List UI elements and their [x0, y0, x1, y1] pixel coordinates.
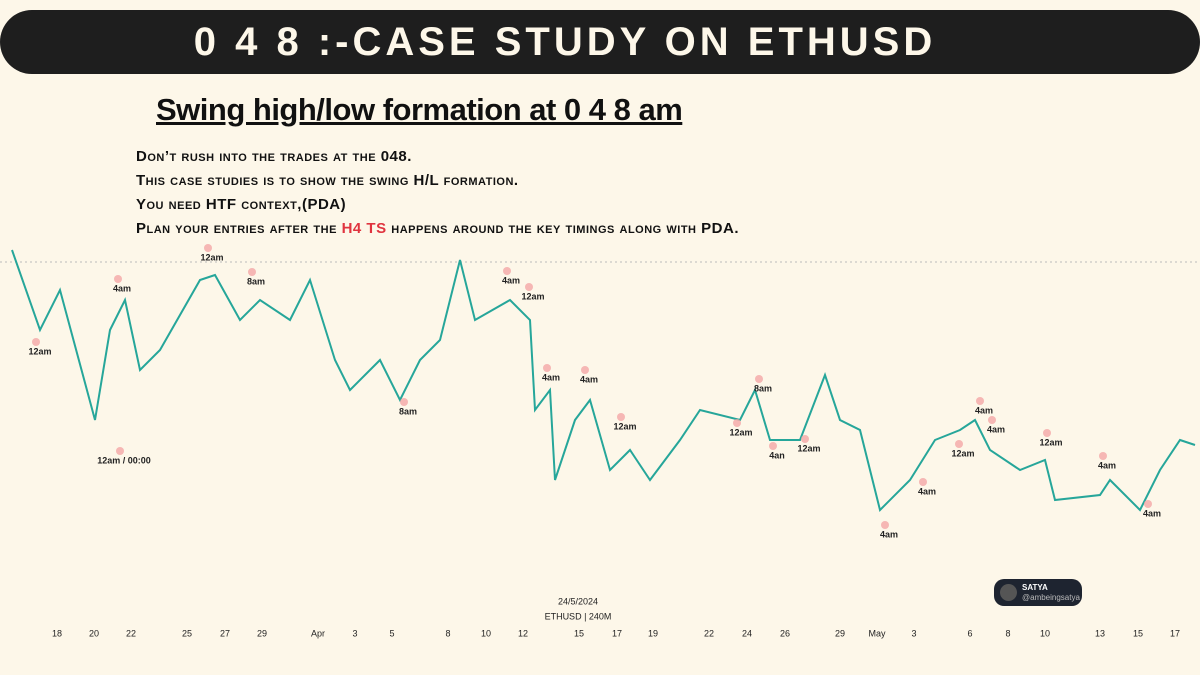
time-annotation: 12am [613, 421, 636, 431]
time-annotation: 8am [754, 383, 772, 393]
x-tick-label: 29 [257, 628, 267, 638]
time-marker [755, 375, 763, 383]
chart-date: 24/5/2024 [558, 596, 598, 606]
x-tick-label: 15 [574, 628, 584, 638]
time-annotation: 4am [113, 283, 131, 293]
time-marker [543, 364, 551, 372]
time-marker [204, 244, 212, 252]
time-annotation: 12am / 00:00 [97, 455, 151, 465]
x-tick-label: 15 [1133, 628, 1143, 638]
time-annotation: 4an [769, 450, 785, 460]
time-annotation: 12am [521, 291, 544, 301]
time-marker [503, 267, 511, 275]
time-marker [1144, 500, 1152, 508]
time-annotation: 4am [880, 529, 898, 539]
time-marker [400, 398, 408, 406]
time-marker [919, 478, 927, 486]
x-tick-label: 6 [967, 628, 972, 638]
x-tick-label: May [868, 628, 886, 638]
time-annotation: 8am [399, 406, 417, 416]
time-marker [733, 419, 741, 427]
x-tick-label: 8 [1005, 628, 1010, 638]
watermark-name: SATYA [1022, 583, 1048, 592]
x-tick-label: 22 [704, 628, 714, 638]
time-annotation: 4am [1143, 508, 1161, 518]
watermark: SATYA @ambeingsatya [994, 579, 1082, 606]
x-tick-label: 17 [612, 628, 622, 638]
x-tick-label: 8 [445, 628, 450, 638]
time-marker [1099, 452, 1107, 460]
time-marker [881, 521, 889, 529]
time-annotation: 8am [247, 276, 265, 286]
note: Don’t rush into the trades at the 048. [136, 148, 412, 165]
x-tick-label: 19 [648, 628, 658, 638]
time-annotation: 4am [987, 424, 1005, 434]
time-marker [988, 416, 996, 424]
note-highlight: H4 TS [341, 220, 387, 237]
x-tick-label: 10 [481, 628, 491, 638]
time-annotation: 4am [1098, 460, 1116, 470]
watermark-handle: @ambeingsatya [1022, 593, 1080, 602]
title: 0 4 8 :-CASE STUDY ON ETHUSD [193, 20, 937, 64]
time-marker [114, 275, 122, 283]
avatar [1000, 584, 1017, 601]
time-annotation: 4am [975, 405, 993, 415]
time-marker [976, 397, 984, 405]
x-tick-label: 26 [780, 628, 790, 638]
time-marker [955, 440, 963, 448]
time-annotation: 4am [918, 486, 936, 496]
x-tick-label: 17 [1170, 628, 1180, 638]
x-tick-label: 24 [742, 628, 752, 638]
note-text: Plan your entries after the [136, 220, 342, 237]
time-annotation: 12am [951, 448, 974, 458]
note: Plan your entries after the H4 TS happen… [136, 220, 739, 237]
time-marker [525, 283, 533, 291]
x-tick-label: 20 [89, 628, 99, 638]
note-text: happens around the key timings along wit… [386, 220, 739, 237]
heading: Swing high/low formation at 0 4 8 am [156, 92, 683, 127]
time-marker [769, 442, 777, 450]
x-tick-label: 13 [1095, 628, 1105, 638]
time-marker [116, 447, 124, 455]
note: This case studies is to show the swing H… [136, 172, 519, 189]
x-tick-label: 18 [52, 628, 62, 638]
x-tick-label: 3 [911, 628, 916, 638]
time-marker [248, 268, 256, 276]
x-tick-label: 22 [126, 628, 136, 638]
x-tick-label: Apr [311, 628, 325, 638]
x-tick-label: 5 [389, 628, 394, 638]
time-marker [581, 366, 589, 374]
x-tick-label: 10 [1040, 628, 1050, 638]
time-annotation: 12am [28, 346, 51, 356]
time-annotation: 4am [502, 275, 520, 285]
time-marker [617, 413, 625, 421]
x-tick-label: 3 [352, 628, 357, 638]
time-annotation: 4am [542, 372, 560, 382]
x-tick-label: 25 [182, 628, 192, 638]
x-tick-label: 27 [220, 628, 230, 638]
time-annotation: 12am [729, 427, 752, 437]
time-annotation: 4am [580, 374, 598, 384]
note: You need HTF context,(PDA) [136, 196, 347, 213]
title-banner [0, 10, 1200, 74]
price-path [11, 249, 1196, 512]
time-annotation: 12am [1039, 437, 1062, 447]
x-tick-label: 12 [518, 628, 528, 638]
time-marker [1043, 429, 1051, 437]
time-marker [801, 435, 809, 443]
time-annotation: 12am [200, 252, 223, 262]
time-marker [32, 338, 40, 346]
x-tick-label: 29 [835, 628, 845, 638]
chart-symbol: ETHUSD | 240M [545, 611, 612, 621]
time-annotation: 12am [797, 443, 820, 453]
